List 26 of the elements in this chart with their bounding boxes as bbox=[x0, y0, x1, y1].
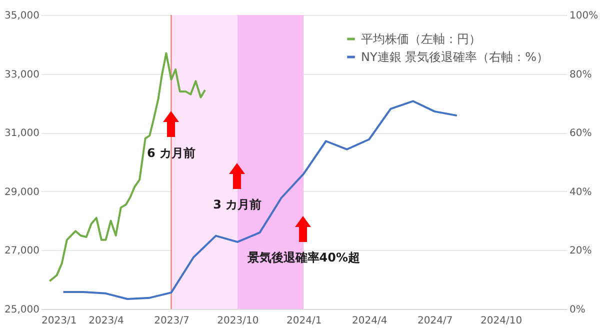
x-tick-label: 2023/4 bbox=[88, 316, 124, 326]
x-tick-label: 2024/10 bbox=[480, 316, 522, 326]
y2-tick-label: 80% bbox=[570, 69, 592, 80]
y2-tick-label: 60% bbox=[570, 128, 592, 140]
annotation: 景気後退確率40%超 bbox=[246, 250, 360, 265]
x-tick-label: 2023/7 bbox=[154, 316, 190, 326]
y2-tick-label: 40% bbox=[570, 186, 592, 198]
x-tick-label: 2023/10 bbox=[217, 316, 259, 326]
x-tick-label: 2024/7 bbox=[418, 316, 453, 326]
y-tick-label: 35,000 bbox=[4, 10, 40, 22]
annotation: 3 カ月前 bbox=[213, 198, 262, 212]
y-tick-label: 31,000 bbox=[4, 128, 40, 140]
y-tick-label: 25,000 bbox=[4, 304, 40, 316]
y-tick-label: 29,000 bbox=[4, 186, 40, 198]
x-tick-label: 2024/4 bbox=[352, 316, 388, 326]
y-tick-label: 27,000 bbox=[4, 246, 40, 257]
legend-label: NY連銀 景気後退確率（右軸：%） bbox=[361, 50, 549, 64]
legend-label: 平均株価（左軸：円） bbox=[361, 32, 481, 46]
x-tick-label: 2023/1 bbox=[42, 316, 77, 326]
y2-tick-label: 100% bbox=[570, 10, 598, 22]
y2-tick-label: 20% bbox=[570, 246, 592, 257]
line-series bbox=[62, 100, 458, 300]
y-tick-label: 33,000 bbox=[4, 69, 40, 80]
line-series bbox=[48, 52, 206, 282]
y2-tick-label: 0% bbox=[570, 304, 586, 316]
x-tick-label: 2024/1 bbox=[286, 316, 322, 326]
